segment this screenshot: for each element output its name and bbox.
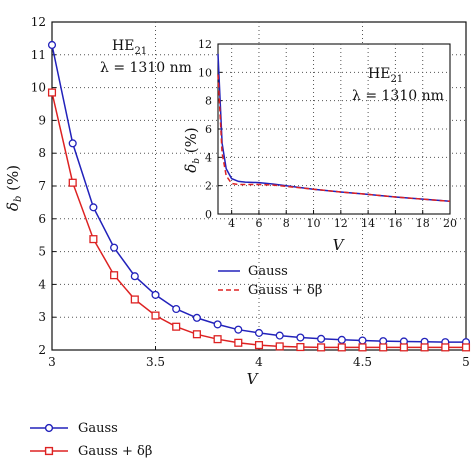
x-tick-label: 14 bbox=[361, 217, 375, 230]
x-tick-label: 16 bbox=[388, 217, 402, 230]
y-tick-label: 8 bbox=[205, 95, 212, 108]
data-point-gauss bbox=[337, 335, 346, 344]
y-tick-label: 11 bbox=[31, 48, 46, 62]
x-tick-label: 20 bbox=[443, 217, 457, 230]
y-tick-label: 8 bbox=[38, 146, 46, 160]
inset-annotation-wavelength: λ = 1310 nm bbox=[352, 88, 444, 104]
y-tick-label: 5 bbox=[38, 245, 46, 259]
main-y-axis-label: δb (%) bbox=[4, 165, 24, 211]
data-point-gauss-db bbox=[89, 235, 98, 244]
x-tick-label: 3.5 bbox=[146, 355, 165, 369]
data-point-gauss bbox=[151, 290, 160, 299]
inset-annotation-mode: HE21 bbox=[368, 66, 403, 85]
inset-legend-label-gauss-db: Gauss + δβ bbox=[248, 283, 322, 298]
data-point-gauss-db bbox=[358, 343, 367, 352]
main-annotation-wavelength: λ = 1310 nm bbox=[100, 60, 192, 76]
data-point-gauss-db bbox=[68, 178, 77, 187]
y-tick-label: 3 bbox=[38, 310, 46, 324]
inset-legend: Gauss Gauss + δβ bbox=[218, 264, 322, 298]
x-tick-label: 12 bbox=[334, 217, 348, 230]
data-point-gauss bbox=[296, 333, 305, 342]
data-point-gauss bbox=[110, 243, 119, 252]
inset-series bbox=[217, 53, 451, 203]
inset-y-axis-label: δb (%) bbox=[182, 127, 202, 173]
x-tick-label: 10 bbox=[307, 217, 321, 230]
x-tick-label: 4 bbox=[255, 355, 263, 369]
main-annotation-mode: HE21 bbox=[112, 38, 147, 57]
data-point-gauss-db bbox=[441, 343, 450, 352]
data-point-gauss-db bbox=[420, 343, 429, 352]
data-point-gauss-db bbox=[337, 343, 346, 352]
y-tick-label: 12 bbox=[31, 15, 46, 29]
data-point-gauss bbox=[254, 328, 264, 337]
y-tick-label: 4 bbox=[205, 151, 212, 164]
x-tick-label: 4.5 bbox=[353, 355, 372, 369]
y-tick-label: 7 bbox=[38, 179, 46, 193]
data-point-gauss bbox=[47, 40, 57, 50]
main-x-axis-label: V bbox=[247, 370, 260, 388]
y-tick-label: 10 bbox=[31, 81, 46, 95]
data-point-gauss-db bbox=[317, 343, 326, 352]
main-legend-marker-gauss bbox=[44, 423, 54, 433]
data-point-gauss-db bbox=[296, 342, 305, 352]
x-tick-label: 3 bbox=[48, 355, 56, 369]
series-line-gauss-db bbox=[217, 74, 451, 203]
data-point-gauss-db bbox=[47, 88, 57, 97]
data-point-gauss-db bbox=[151, 311, 160, 320]
y-tick-label: 12 bbox=[198, 38, 212, 51]
data-point-gauss-db bbox=[192, 330, 201, 339]
data-point-gauss-db bbox=[130, 295, 139, 304]
data-point-gauss bbox=[89, 203, 98, 212]
data-point-gauss bbox=[192, 313, 201, 322]
data-point-gauss bbox=[358, 336, 367, 345]
data-point-gauss-db bbox=[461, 343, 471, 352]
x-tick-label: 4 bbox=[228, 217, 235, 230]
data-point-gauss-db bbox=[172, 322, 181, 331]
data-point-gauss-db bbox=[399, 343, 408, 352]
x-tick-label: 18 bbox=[416, 217, 430, 230]
inset-grid bbox=[218, 43, 451, 215]
main-series bbox=[47, 40, 471, 352]
data-point-gauss bbox=[275, 331, 284, 340]
y-tick-label: 2 bbox=[205, 180, 212, 193]
data-point-gauss-db bbox=[234, 338, 243, 347]
y-tick-label: 6 bbox=[205, 123, 212, 136]
data-point-gauss bbox=[234, 325, 243, 334]
y-tick-label: 4 bbox=[38, 277, 46, 291]
data-point-gauss bbox=[317, 334, 326, 343]
data-point-gauss bbox=[213, 320, 222, 329]
inset-tick-labels: 4 6 8 10 12 14 16 18 20 0 2 4 6 8 10 12 bbox=[198, 38, 457, 230]
inset-x-axis-label: V bbox=[333, 236, 346, 254]
x-tick-label: 8 bbox=[283, 217, 290, 230]
data-point-gauss bbox=[68, 139, 77, 148]
y-tick-label: 2 bbox=[38, 343, 46, 357]
main-legend-marker-gauss-db bbox=[44, 446, 54, 456]
data-point-gauss-db bbox=[213, 335, 222, 344]
main-legend-label-gauss: Gauss bbox=[78, 421, 118, 436]
y-tick-label: 0 bbox=[205, 208, 212, 221]
data-point-gauss-db bbox=[379, 343, 388, 352]
x-tick-label: 6 bbox=[255, 217, 262, 230]
main-legend-label-gauss-db: Gauss + δβ bbox=[78, 444, 152, 459]
main-legend: Gauss Gauss + δβ bbox=[30, 421, 152, 459]
y-tick-label: 10 bbox=[198, 66, 212, 79]
y-tick-label: 9 bbox=[38, 113, 46, 127]
inset-legend-label-gauss: Gauss bbox=[248, 264, 288, 279]
data-point-gauss-db bbox=[110, 271, 119, 280]
x-tick-label: 5 bbox=[462, 355, 470, 369]
data-point-gauss-db bbox=[275, 342, 284, 351]
data-point-gauss bbox=[130, 272, 139, 281]
data-point-gauss bbox=[172, 304, 181, 314]
data-point-gauss-db bbox=[254, 341, 264, 350]
y-tick-label: 6 bbox=[38, 212, 46, 226]
